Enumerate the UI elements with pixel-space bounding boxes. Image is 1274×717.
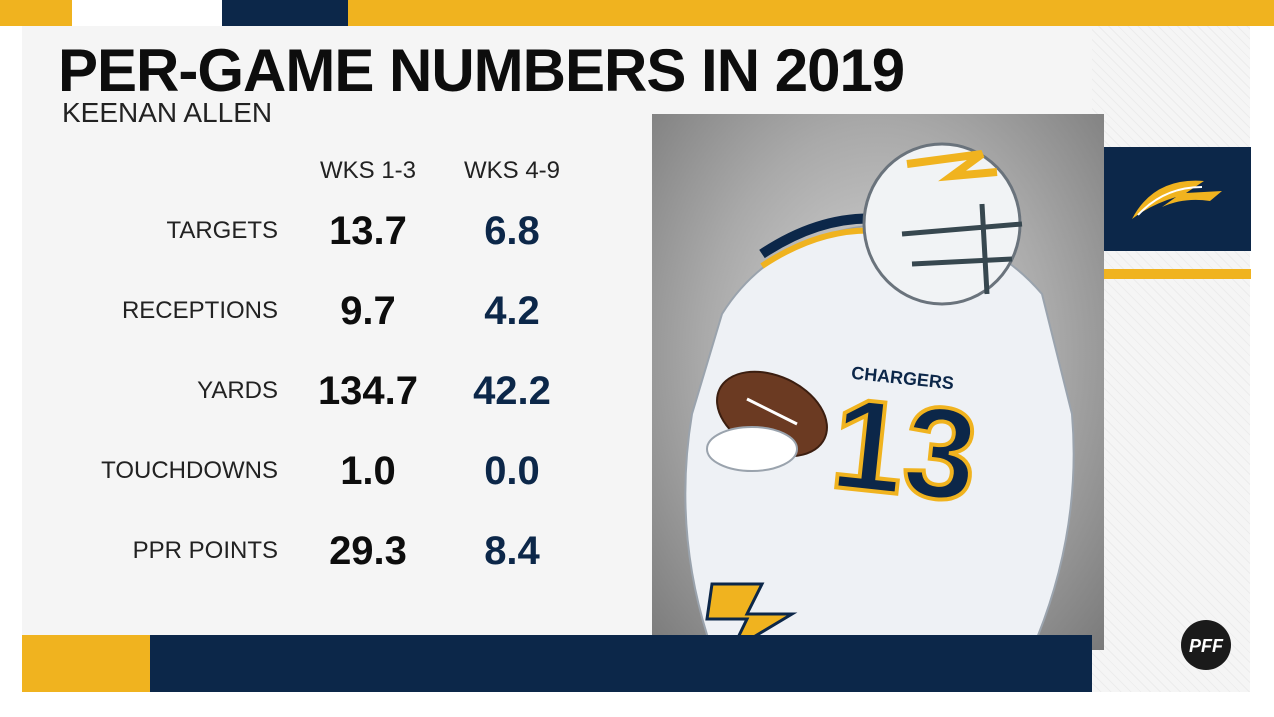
value-wks-4-9: 0.0: [484, 449, 540, 493]
page-title: PER-GAME NUMBERS IN 2019: [58, 37, 905, 104]
top-bar-navy: [222, 0, 348, 26]
top-bar-gold-left: [0, 0, 72, 26]
player-photo: 13 CHARGERS: [652, 114, 1104, 650]
row-label: TOUCHDOWNS: [101, 457, 278, 484]
row-label: RECEPTIONS: [121, 297, 278, 324]
value-wks-1-3: 29.3: [329, 529, 407, 573]
team-logo-box: [1104, 147, 1251, 251]
value-wks-4-9: 4.2: [484, 289, 540, 333]
player-name: KEENAN ALLEN: [62, 97, 273, 128]
value-wks-1-3: 134.7: [317, 369, 419, 413]
bolt-logo-icon: [1132, 180, 1222, 219]
top-bar-gold-right: [348, 0, 1274, 26]
svg-text:PFF: PFF: [1189, 636, 1224, 656]
top-bar-white: [72, 0, 222, 26]
value-wks-1-3: 1.0: [340, 449, 396, 493]
value-wks-4-9: 6.8: [484, 209, 540, 253]
player-illustration: 13 CHARGERS: [684, 142, 1075, 650]
row-label: YARDS: [197, 377, 278, 404]
column-header-wks-4-9: WKS 4-9: [463, 157, 561, 184]
hatched-sidebar: [1092, 26, 1250, 692]
column-header-wks-1-3: WKS 1-3: [319, 157, 417, 184]
bottom-bar-gold: [22, 635, 150, 692]
pff-logo-icon: PFF: [1180, 619, 1232, 671]
value-wks-4-9: 42.2: [473, 369, 551, 413]
row-label: TARGETS: [166, 217, 278, 244]
value-wks-4-9: 8.4: [484, 529, 540, 573]
bottom-bar-navy: [150, 635, 1092, 692]
value-wks-1-3: 9.7: [340, 289, 396, 333]
team-stripe: [1104, 269, 1251, 279]
row-label: PPR POINTS: [132, 537, 278, 564]
jersey-number: 13: [825, 369, 984, 529]
value-wks-1-3: 13.7: [329, 209, 407, 253]
